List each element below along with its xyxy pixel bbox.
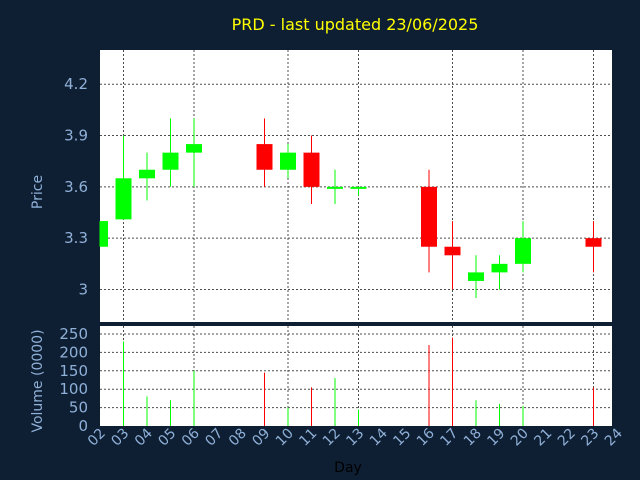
candle-05 [162, 118, 179, 187]
candle-body [515, 238, 531, 264]
candle-body [421, 186, 437, 247]
x-tick-label: 19 [484, 426, 508, 450]
x-tick-label: 18 [461, 426, 485, 450]
candle-body [491, 263, 508, 273]
candle-06 [186, 118, 202, 187]
x-tick-label: 11 [296, 426, 320, 450]
volume-y-tick-label: 250 [59, 325, 88, 343]
price-plot-area [100, 50, 612, 322]
price-y-tick-label: 3.6 [64, 178, 88, 196]
candle-body [350, 186, 367, 189]
candle-19 [491, 255, 508, 290]
candle-18 [468, 255, 484, 299]
candle-16 [421, 169, 437, 273]
candle-09 [256, 118, 273, 187]
volume-y-tick-label: 200 [59, 343, 88, 361]
x-tick-label: 09 [249, 426, 273, 450]
price-y-tick-label: 3 [78, 280, 88, 298]
x-tick-label: 21 [531, 426, 555, 450]
candle-body [100, 221, 108, 247]
candle-body [256, 144, 273, 170]
x-tick-label: 15 [390, 426, 414, 450]
x-tick-label: 24 [602, 425, 626, 449]
volume-y-tick-label: 0 [78, 417, 88, 435]
chart-title: PRD - last updated 23/06/2025 [232, 15, 479, 34]
x-tick-label: 17 [437, 426, 461, 450]
candle-11 [303, 135, 320, 204]
candle-04 [139, 152, 155, 201]
x-tick-label: 13 [343, 426, 367, 450]
price-y-tick-label: 3.3 [64, 229, 88, 247]
x-tick-label: 05 [155, 426, 179, 450]
candle-03 [115, 135, 132, 220]
candle-body [115, 178, 132, 220]
volume-bars [123, 337, 594, 426]
candle-12 [327, 169, 343, 204]
x-axis-label: Day [334, 460, 362, 476]
candle-body [139, 169, 155, 179]
candle-body [327, 186, 343, 189]
candle-body [444, 246, 461, 256]
price-y-ticks: 4.2 3.9 3.6 3.3 3 [64, 75, 88, 298]
price-y-tick-label: 4.2 [64, 75, 88, 93]
x-tick-label: 23 [578, 426, 602, 450]
candle-body [303, 152, 320, 187]
x-tick-label: 08 [226, 426, 250, 450]
candle-body [186, 144, 202, 153]
price-candles [99, 118, 602, 299]
candle-20 [515, 221, 531, 273]
price-axis-label: Price [30, 175, 46, 209]
price-y-tick-label: 3.9 [64, 127, 88, 145]
x-tick-label: 16 [414, 425, 438, 449]
x-tick-label: 07 [202, 426, 226, 450]
x-tick-label: 12 [320, 426, 344, 450]
candle-10 [280, 144, 296, 179]
candle-body [280, 152, 296, 170]
candle-body [585, 238, 602, 247]
x-tick-label: 04 [132, 425, 156, 449]
volume-plot-area [100, 326, 612, 426]
x-tick-label: 22 [555, 426, 579, 450]
x-tick-label: 02 [85, 426, 109, 450]
x-tick-label: 14 [367, 425, 391, 449]
x-tick-label: 10 [273, 426, 297, 450]
volume-y-tick-label: 100 [59, 380, 88, 398]
candle-02 [99, 221, 108, 247]
x-tick-label: 03 [108, 426, 132, 450]
x-tick-label: 06 [179, 425, 203, 449]
volume-y-tick-label: 50 [69, 399, 88, 417]
candle-13 [350, 186, 367, 196]
volume-axis-label: Volume (0000) [30, 329, 46, 432]
candle-17 [444, 221, 461, 290]
x-tick-labels: 02 03 04 05 06 07 08 09 10 11 12 13 14 15 16 17 18 19 20 21… [85, 425, 626, 449]
candle-23 [585, 221, 602, 273]
price-panel: 4.2 3.9 3.6 3.3 3 Price [30, 50, 612, 322]
candle-body [162, 152, 179, 170]
volume-y-tick-label: 150 [59, 362, 88, 380]
x-tick-label: 20 [508, 426, 532, 450]
candle-body [468, 272, 484, 281]
